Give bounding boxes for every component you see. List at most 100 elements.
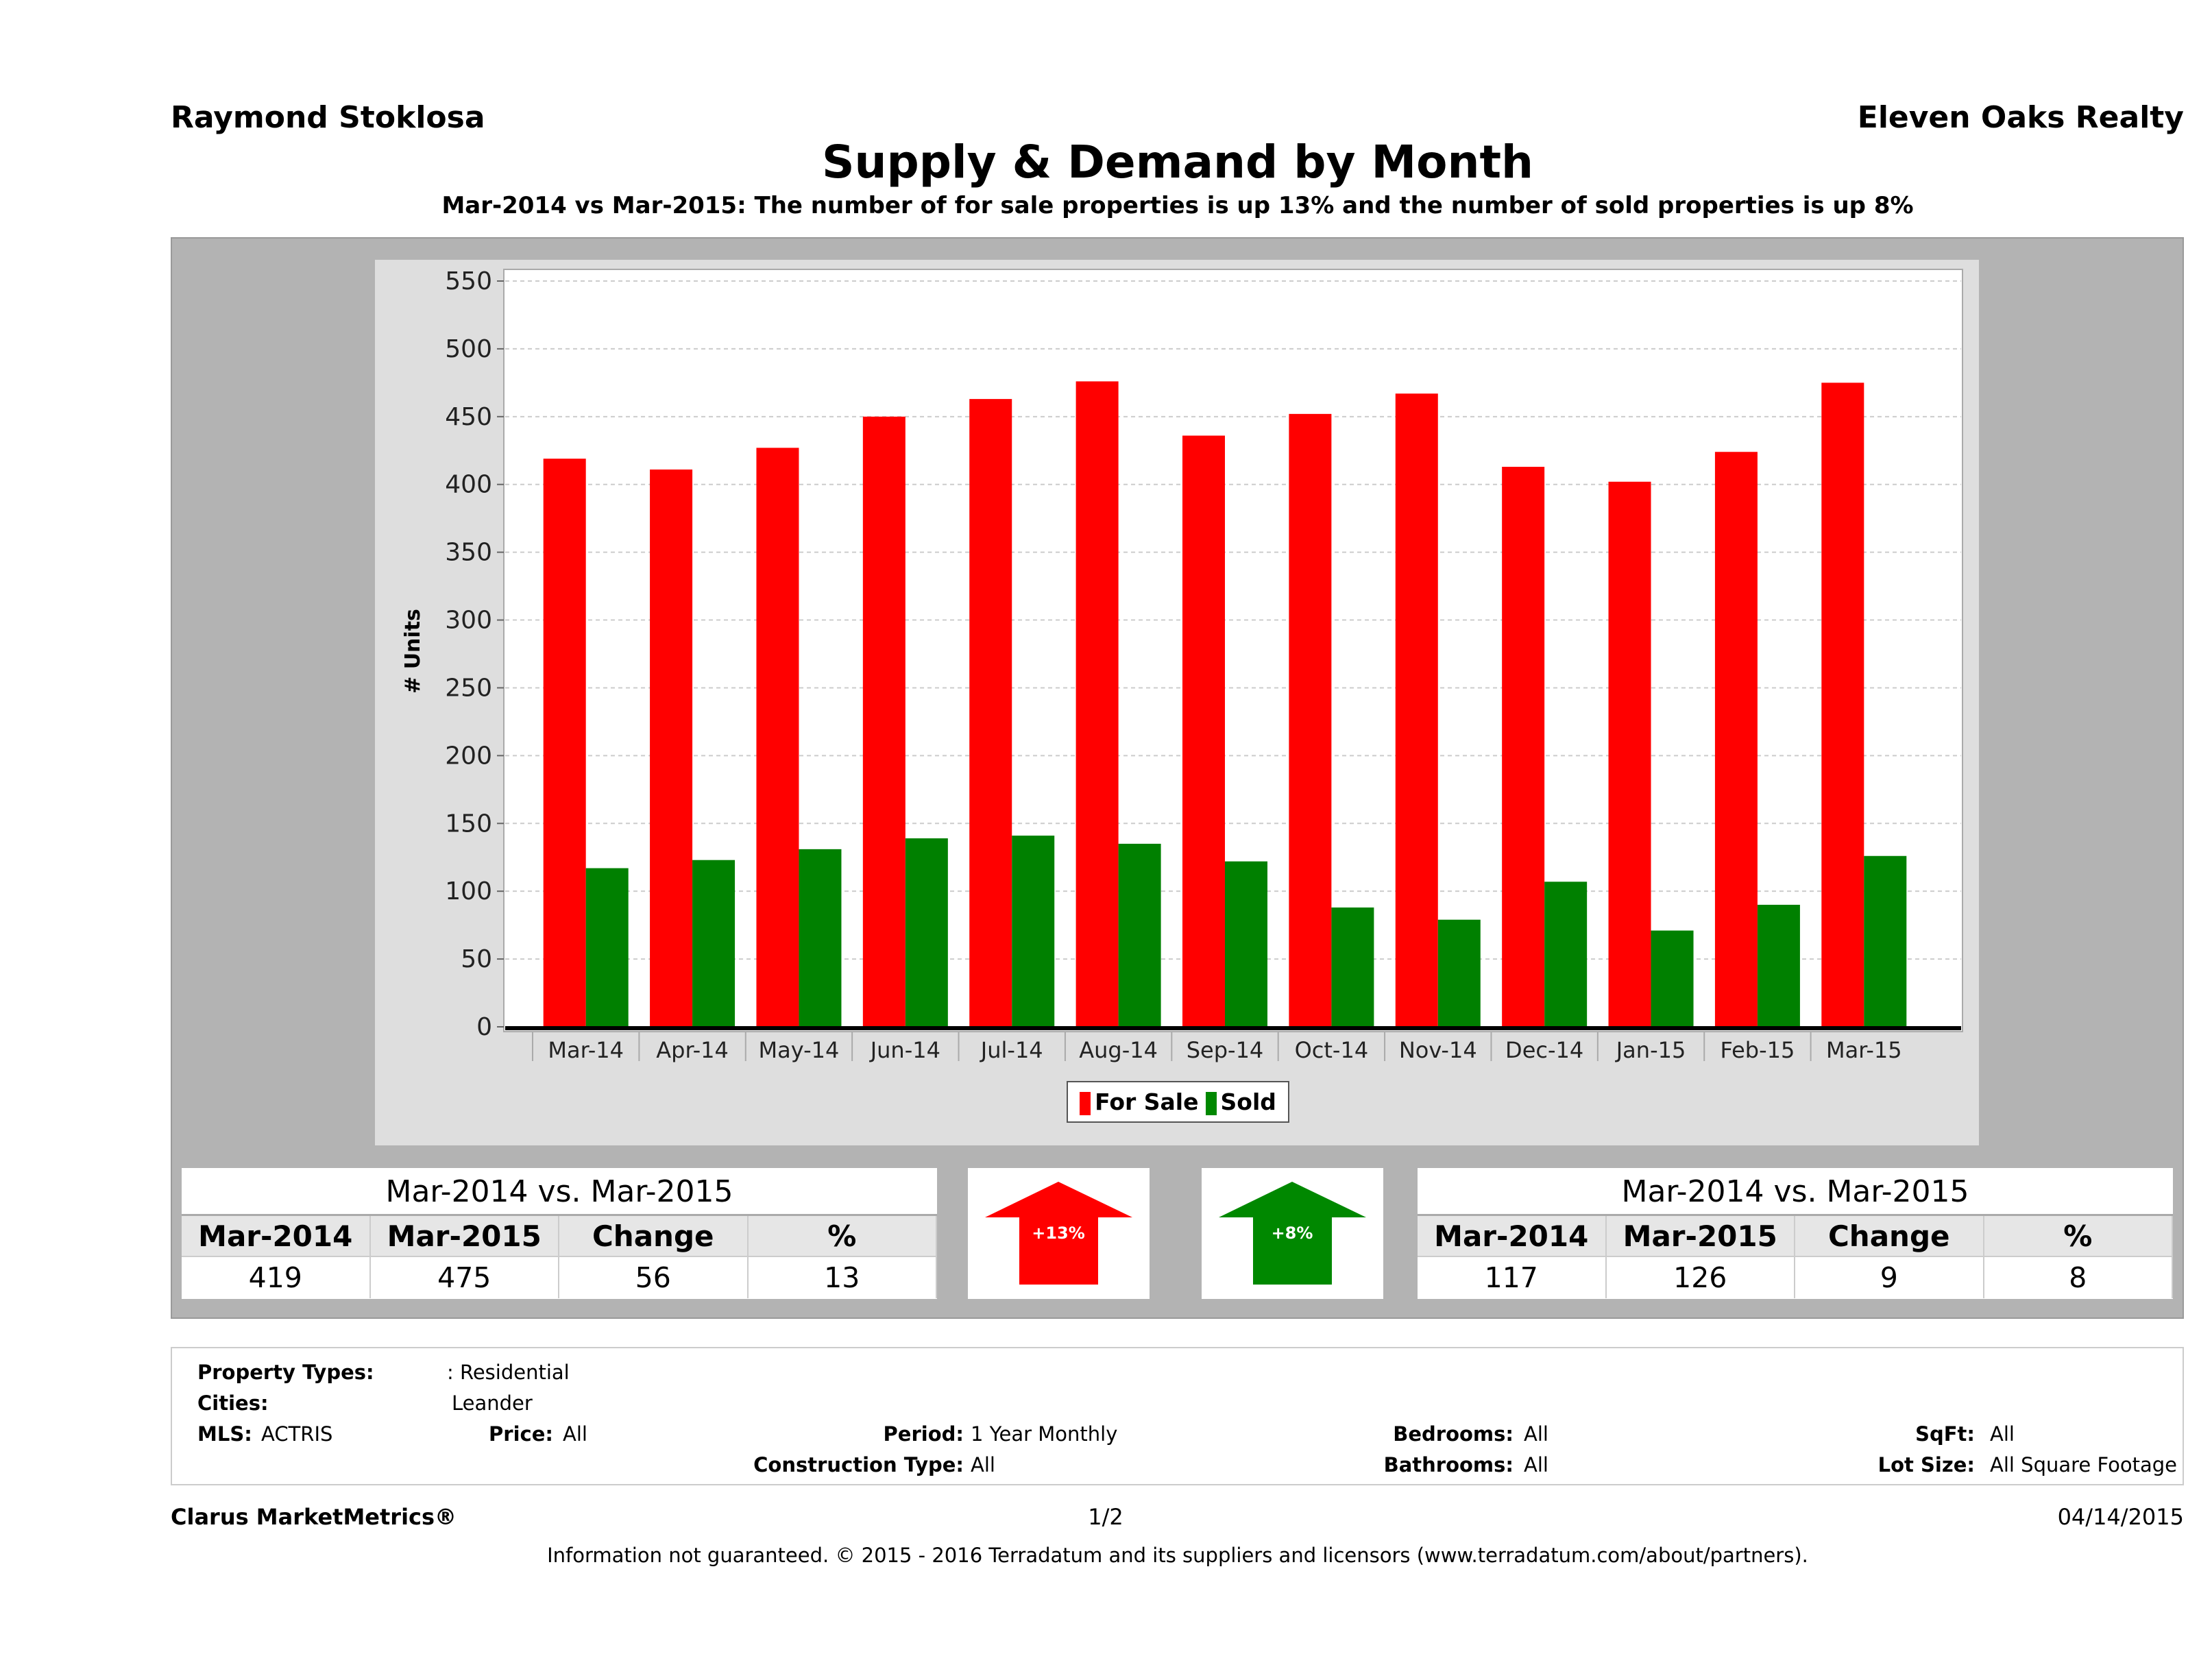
report-title: Supply & Demand by Month <box>821 136 1534 189</box>
y-tick-label: 450 <box>445 403 492 431</box>
table-title: Mar-2014 vs. Mar-2015 <box>1418 1168 2173 1216</box>
col-header: % <box>749 1216 937 1256</box>
for-sale-change-badge: +13% <box>968 1168 1150 1299</box>
brand-name: Clarus MarketMetrics® <box>171 1504 457 1530</box>
x-tick-label: Dec-14 <box>1505 1037 1583 1063</box>
badge-label: +8% <box>1272 1224 1313 1243</box>
y-tick-label: 300 <box>445 607 492 635</box>
y-tick-label: 0 <box>476 1013 492 1041</box>
mls-label: MLS: <box>197 1422 252 1446</box>
bar-for-sale <box>969 399 1012 1027</box>
x-tick-label: Jan-15 <box>1615 1037 1686 1063</box>
x-tick-label: Feb-15 <box>1720 1037 1795 1063</box>
y-tick-label: 400 <box>445 471 492 499</box>
bedrooms-label: Bedrooms: <box>1393 1422 1514 1446</box>
bar-sold <box>585 868 629 1027</box>
bar-sold <box>1651 930 1694 1027</box>
table-row: 419 475 56 13 <box>182 1257 937 1298</box>
y-tick-label: 550 <box>445 267 492 295</box>
y-tick-label: 250 <box>445 674 492 702</box>
bar-for-sale <box>650 469 693 1027</box>
legend-label-sold: Sold <box>1220 1089 1276 1115</box>
bar-sold <box>692 860 736 1027</box>
chart-legend: For Sale Sold <box>1067 1081 1289 1123</box>
bar-for-sale <box>1714 452 1758 1027</box>
bar-for-sale <box>543 459 586 1027</box>
bar-for-sale <box>1395 393 1438 1027</box>
sold-comparison-table: Mar-2014 vs. Mar-2015 Mar-2014 Mar-2015 Ch… <box>1418 1168 2173 1299</box>
x-tick-label: Mar-14 <box>548 1037 624 1063</box>
price-label: Price: <box>489 1422 553 1446</box>
bar-sold <box>1437 919 1481 1027</box>
construction-type-label: Construction Type: <box>753 1453 964 1476</box>
sqft-label: SqFt: <box>1915 1422 1975 1446</box>
cities-label: Cities: <box>197 1391 269 1415</box>
bar-chart: 0 50 100 150 200 250 300 350 400 450 500 550 Mar-14 A… <box>401 267 1963 1063</box>
bar-for-sale <box>1821 382 1864 1027</box>
disclaimer: Information not guaranteed. © 2015 - 201… <box>547 1544 1808 1567</box>
report-date: 04/14/2015 <box>2057 1504 2184 1530</box>
legend-for-sale: For Sale <box>1080 1089 1199 1115</box>
cell: 126 <box>1607 1257 1795 1298</box>
legend-sold: Sold <box>1205 1089 1276 1115</box>
col-header: Mar-2015 <box>371 1216 559 1256</box>
property-types-label: Property Types: <box>197 1361 374 1384</box>
property-types-value: : Residential <box>447 1361 570 1384</box>
bar-for-sale <box>756 448 799 1027</box>
for-sale-comparison-table: Mar-2014 vs. Mar-2015 Mar-2014 Mar-2015 Ch… <box>182 1168 937 1299</box>
x-tick-label: Jun-14 <box>869 1037 940 1063</box>
x-tick-label: Oct-14 <box>1295 1037 1369 1063</box>
x-tick-label: Apr-14 <box>656 1037 729 1063</box>
legend-swatch-for-sale <box>1080 1091 1091 1115</box>
cities-value: Leander <box>452 1391 533 1415</box>
bar-sold <box>1118 843 1161 1027</box>
brokerage-name: Eleven Oaks Realty <box>1857 100 2184 135</box>
table-row: 117 126 9 8 <box>1418 1257 2173 1298</box>
lot-size-value: All Square Footage <box>1990 1453 2178 1476</box>
x-tick-label: Nov-14 <box>1399 1037 1477 1063</box>
period-value: 1 Year Monthly <box>971 1422 1118 1446</box>
cell: 9 <box>1795 1257 1984 1298</box>
bar-sold <box>1331 907 1374 1027</box>
bar-sold <box>1757 904 1800 1027</box>
badge-label: +13% <box>1032 1224 1085 1243</box>
x-tick-label: Jul-14 <box>980 1037 1043 1063</box>
y-tick-label: 500 <box>445 335 492 363</box>
bar-for-sale <box>1289 413 1332 1027</box>
bar-for-sale <box>1182 435 1225 1027</box>
cell: 13 <box>749 1257 937 1298</box>
sqft-value: All <box>1990 1422 2015 1446</box>
x-tick-label: Aug-14 <box>1079 1037 1158 1063</box>
cell: 475 <box>371 1257 559 1298</box>
x-tick-label: Mar-15 <box>1826 1037 1902 1063</box>
bar-sold <box>799 849 842 1027</box>
bar-sold <box>1864 855 1907 1027</box>
cell: 8 <box>1984 1257 2173 1298</box>
y-tick-label: 200 <box>445 742 492 770</box>
col-header: Mar-2015 <box>1607 1216 1795 1256</box>
lot-size-label: Lot Size: <box>1877 1453 1975 1476</box>
bar-for-sale <box>1075 381 1119 1027</box>
bar-sold <box>905 838 948 1027</box>
cell: 419 <box>182 1257 371 1298</box>
arrow-up-icon: +13% <box>985 1182 1132 1285</box>
agent-name: Raymond Stoklosa <box>171 100 485 135</box>
y-tick-label: 100 <box>445 877 492 905</box>
col-header: % <box>1984 1216 2173 1256</box>
mls-value: ACTRIS <box>261 1422 333 1446</box>
search-criteria: Property Types: : Residential Cities: Le… <box>171 1347 2184 1485</box>
bar-for-sale <box>862 416 906 1027</box>
bar-sold <box>1225 861 1267 1027</box>
y-tick-label: 350 <box>445 539 492 567</box>
bathrooms-label: Bathrooms: <box>1383 1453 1514 1476</box>
sold-change-badge: +8% <box>1202 1168 1383 1299</box>
cell: 117 <box>1418 1257 1607 1298</box>
bar-sold <box>1544 881 1588 1027</box>
col-header: Change <box>559 1216 749 1256</box>
y-tick-label: 150 <box>445 810 492 838</box>
table-header-row: Mar-2014 Mar-2015 Change% <box>1418 1216 2173 1257</box>
arrow-up-icon: +8% <box>1219 1182 1366 1285</box>
col-header: Change <box>1795 1216 1984 1256</box>
period-label: Period: <box>883 1422 964 1446</box>
bar-for-sale <box>1608 481 1651 1027</box>
